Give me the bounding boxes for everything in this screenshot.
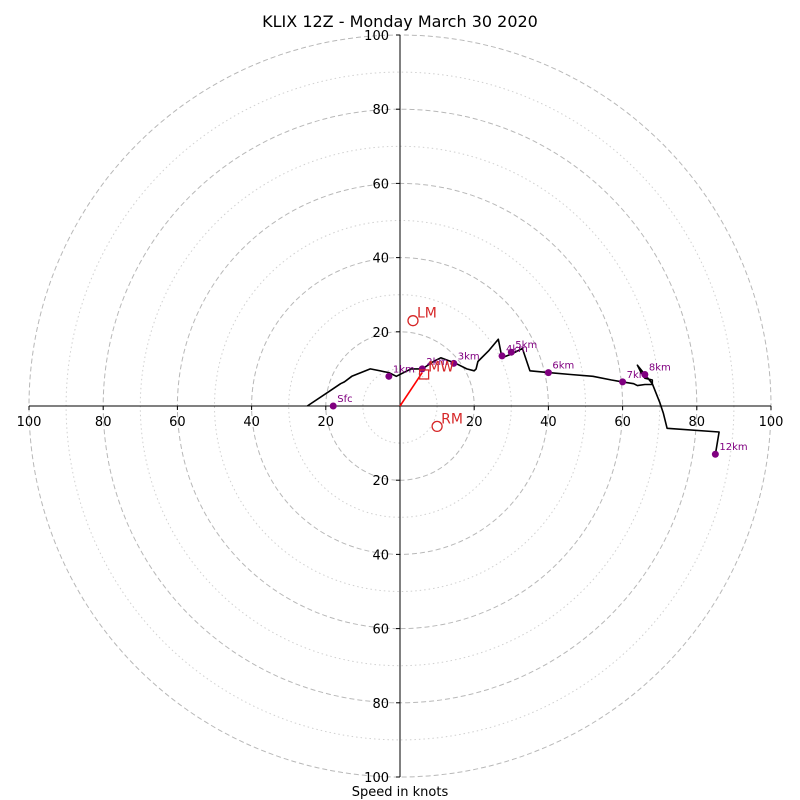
height-marker: 4km	[498, 344, 528, 360]
height-marker-dot	[418, 365, 426, 373]
tick-label-y-bottom: 100	[364, 771, 389, 786]
storm-motion-line	[399, 372, 423, 407]
height-marker-label: 3km	[458, 351, 480, 362]
height-marker: 6km	[544, 361, 574, 377]
tick-label-y-top: 20	[372, 326, 389, 341]
tick-labels: 20 20 20 20 40 40 40 40 60 60 60 60 80 80 80 80 100 100 10…	[17, 29, 784, 786]
tick-label-x-left: 100	[17, 415, 42, 430]
height-marker: 12km	[711, 442, 748, 458]
storm-motion-label: LM	[417, 306, 437, 322]
height-marker-dot	[385, 372, 393, 380]
height-marker: 5km	[507, 340, 537, 356]
height-marker: 2km	[418, 357, 448, 373]
height-marker-label: 7km	[627, 370, 649, 381]
tick-label-x-left: 80	[95, 415, 112, 430]
height-marker-dot	[544, 369, 552, 377]
height-marker-label: 5km	[515, 340, 537, 351]
tick-label-x-right: 20	[466, 415, 483, 430]
tick-label-y-bottom: 20	[372, 474, 389, 489]
hodograph-trace	[306, 338, 720, 455]
height-marker-dot	[711, 450, 719, 458]
tick-label-x-left: 20	[318, 415, 335, 430]
height-marker-dot	[507, 348, 515, 356]
tick-label-y-bottom: 80	[372, 697, 389, 712]
tick-label-y-bottom: 60	[372, 623, 389, 638]
tick-label-x-left: 60	[169, 415, 186, 430]
storm-motion-marker	[418, 369, 430, 380]
storm-motion-vector	[399, 372, 423, 407]
storm-motion-marker	[407, 315, 419, 327]
tick-label-x-left: 40	[243, 415, 260, 430]
storm-motion-lm: LM	[407, 306, 437, 327]
height-marker-label: 12km	[719, 442, 747, 453]
height-marker-dot	[450, 359, 458, 367]
height-marker-label: 6km	[552, 361, 574, 372]
height-marker: 7km	[619, 370, 649, 386]
storm-motion-label: MW	[428, 359, 454, 375]
storm-motion-markers: LM MW RM	[407, 306, 463, 433]
height-marker-label: 8km	[649, 362, 671, 373]
hodograph-line	[306, 338, 720, 455]
storm-motion-label: RM	[441, 411, 463, 427]
height-marker-dot	[329, 402, 337, 410]
height-marker-dot	[619, 378, 627, 386]
tick-label-x-right: 60	[614, 415, 631, 430]
height-marker-label: 2km	[426, 357, 448, 368]
height-marker: 1km	[385, 364, 415, 380]
tick-label-y-top: 60	[372, 177, 389, 192]
storm-motion-rm: RM	[431, 411, 463, 433]
height-marker-label: 1km	[393, 364, 415, 375]
tick-label-x-right: 40	[540, 415, 557, 430]
height-marker-label: 4km	[506, 344, 528, 355]
tick-label-y-top: 80	[372, 103, 389, 118]
height-marker: 3km	[450, 351, 480, 367]
height-marker: Sfc	[329, 394, 353, 410]
tick-label-x-right: 80	[689, 415, 706, 430]
height-marker-label: Sfc	[337, 394, 352, 405]
height-marker: 8km	[641, 362, 671, 378]
storm-motion-mw: MW	[418, 359, 454, 380]
height-marker-dot	[498, 352, 506, 360]
tick-label-x-right: 100	[759, 415, 784, 430]
tick-label-y-top: 100	[364, 29, 389, 44]
height-marker-dot	[641, 370, 649, 378]
chart-title: KLIX 12Z - Monday March 30 2020	[262, 12, 538, 31]
tick-label-y-top: 40	[372, 252, 389, 267]
storm-motion-marker	[431, 420, 443, 433]
x-axis-label: Speed in knots	[352, 785, 449, 800]
tick-label-y-bottom: 40	[372, 548, 389, 563]
